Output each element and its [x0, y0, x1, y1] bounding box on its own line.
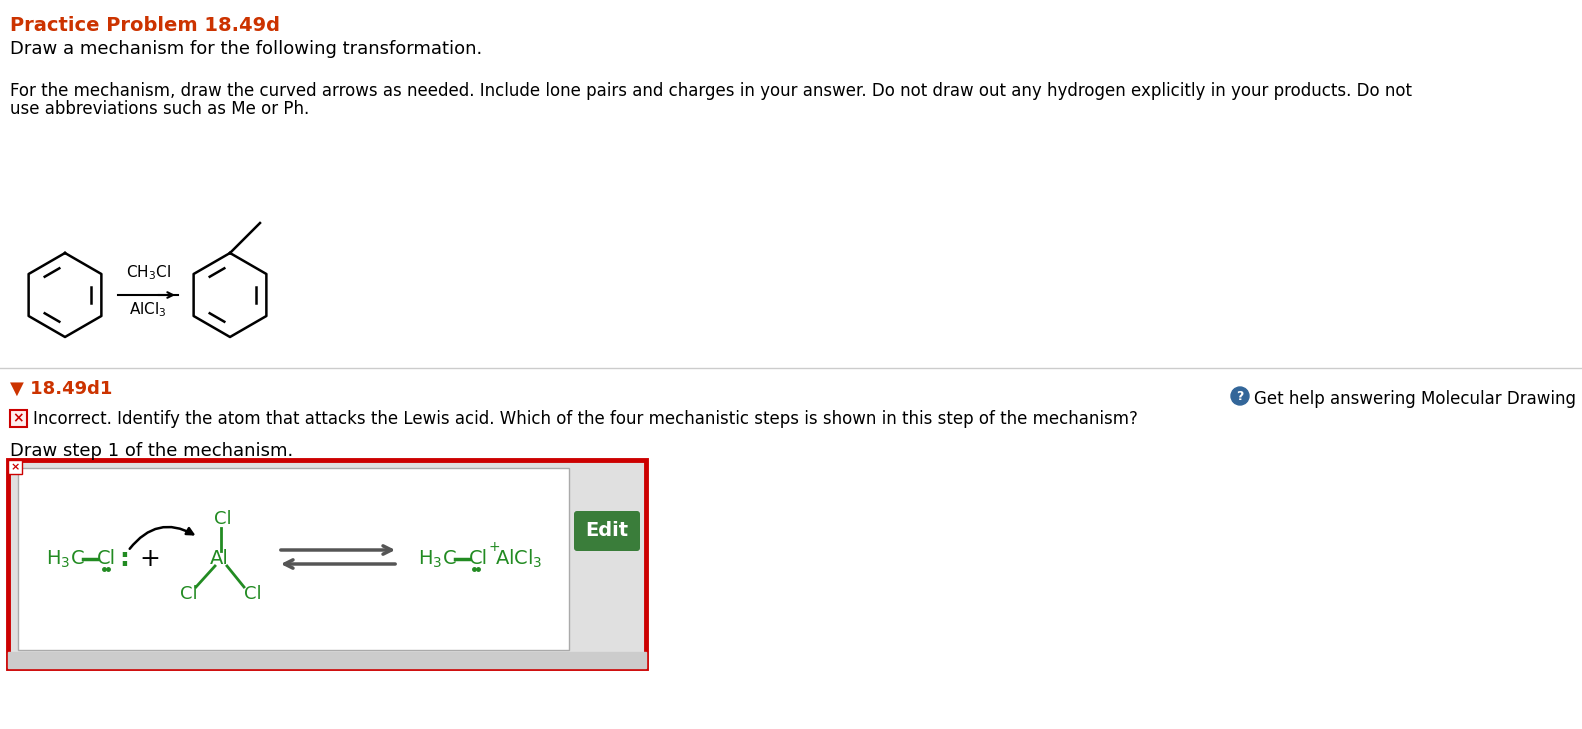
Text: +: + — [139, 547, 160, 571]
Text: +: + — [489, 540, 500, 554]
Text: CH$_3$Cl: CH$_3$Cl — [125, 263, 171, 282]
Bar — [8, 460, 22, 474]
Text: Cl: Cl — [244, 585, 261, 603]
Text: H$_3$C: H$_3$C — [418, 548, 457, 569]
Text: use abbreviations such as Me or Ph.: use abbreviations such as Me or Ph. — [9, 100, 308, 118]
Text: AlCl$_3$: AlCl$_3$ — [495, 548, 543, 570]
Text: ▼ 18.49d1: ▼ 18.49d1 — [9, 380, 112, 398]
Bar — [17, 468, 570, 650]
Text: Al: Al — [210, 550, 229, 569]
FancyBboxPatch shape — [574, 511, 641, 551]
Text: Cl: Cl — [468, 550, 489, 569]
Bar — [8, 460, 645, 668]
Text: For the mechanism, draw the curved arrows as needed. Include lone pairs and char: For the mechanism, draw the curved arrow… — [9, 82, 1413, 100]
Text: :: : — [119, 547, 128, 571]
Text: ×: × — [13, 411, 24, 426]
Bar — [9, 410, 27, 427]
Text: Draw a mechanism for the following transformation.: Draw a mechanism for the following trans… — [9, 40, 483, 58]
Text: Cl: Cl — [214, 510, 231, 528]
Text: H$_3$C: H$_3$C — [46, 548, 85, 569]
Text: Edit: Edit — [585, 521, 628, 540]
Text: ×: × — [11, 462, 19, 472]
Text: Get help answering Molecular Drawing questions.: Get help answering Molecular Drawing que… — [1255, 390, 1582, 408]
Text: Draw step 1 of the mechanism.: Draw step 1 of the mechanism. — [9, 442, 293, 460]
Text: Practice Problem 18.49d: Practice Problem 18.49d — [9, 16, 280, 35]
Text: Cl: Cl — [97, 550, 115, 569]
Text: AlCl$_3$: AlCl$_3$ — [130, 300, 166, 319]
Circle shape — [1231, 387, 1250, 405]
Text: Incorrect. Identify the atom that attacks the Lewis acid. Which of the four mech: Incorrect. Identify the atom that attack… — [33, 410, 1137, 428]
Text: Cl: Cl — [180, 585, 198, 603]
Bar — [8, 652, 645, 668]
Text: ?: ? — [1236, 389, 1243, 402]
